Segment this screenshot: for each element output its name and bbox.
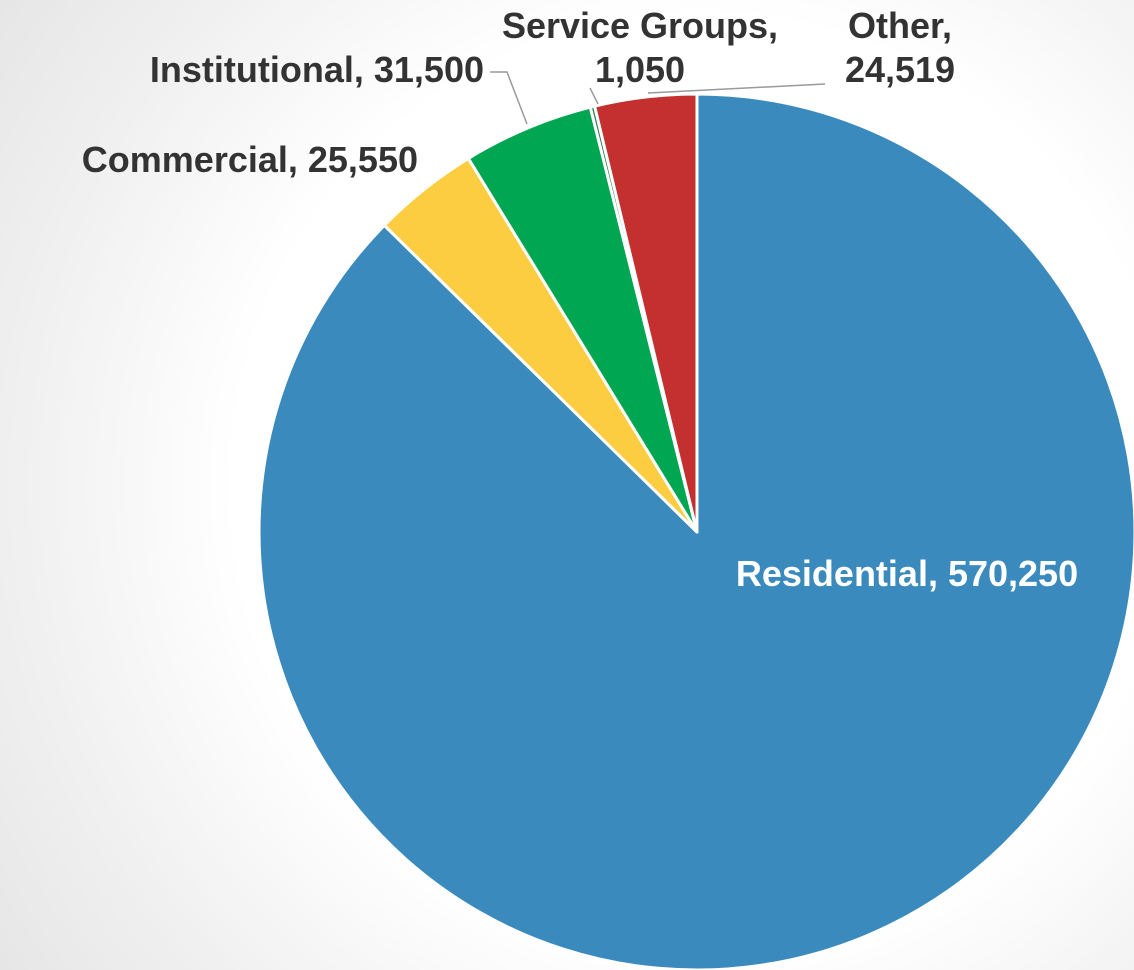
leader-lines [490, 71, 826, 125]
slice-label-other-line-1: Other, [848, 5, 952, 46]
slice-labels: Residential, 570,250 Commercial, 25,550 In… [82, 5, 1078, 594]
slice-label-service-groups-line-1: Service Groups, [502, 5, 778, 46]
slices [257, 92, 1134, 970]
pie-slice-other [593, 92, 699, 534]
leader-line-service-groups [589, 87, 599, 105]
slice-label-institutional: Institutional, 31,500 [150, 49, 484, 90]
leader-line-other [647, 83, 826, 94]
slice-label-commercial: Commercial, 25,550 [82, 139, 418, 180]
slice-label-residential: Residential, 570,250 [736, 553, 1078, 594]
leader-line-institutional [490, 71, 528, 125]
slice-label-other-line-2: 24,519 [845, 49, 955, 90]
slice-label-service-groups-line-2: 1,050 [595, 49, 685, 90]
